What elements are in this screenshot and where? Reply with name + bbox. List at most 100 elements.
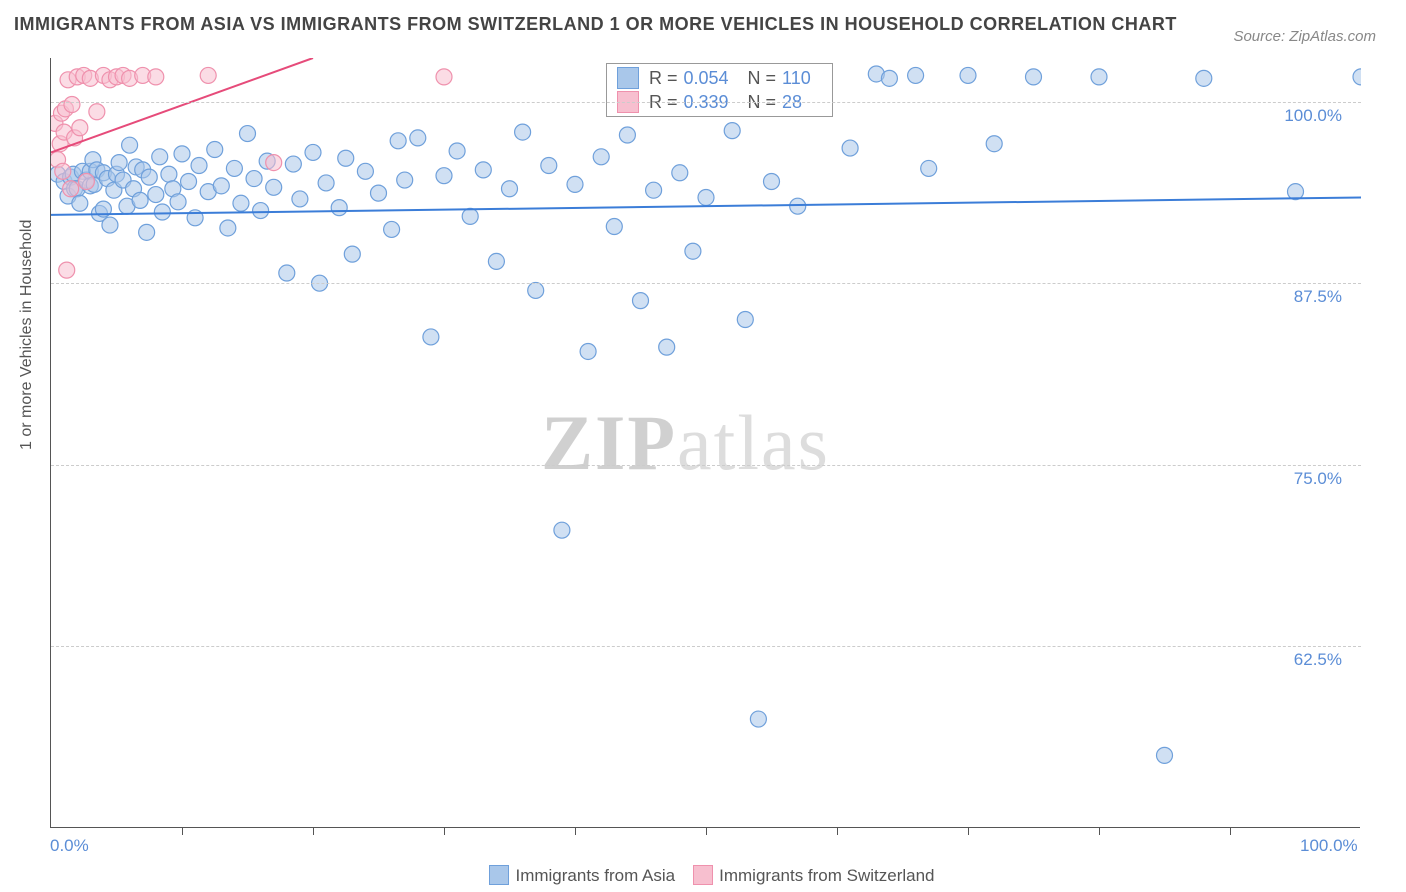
source-label: Source: ZipAtlas.com [1233, 28, 1376, 45]
data-point [89, 104, 105, 120]
data-point [226, 160, 242, 176]
data-point [181, 173, 197, 189]
data-point [371, 185, 387, 201]
data-point [161, 166, 177, 182]
data-point [449, 143, 465, 159]
scatter-svg [51, 58, 1361, 828]
data-point [233, 195, 249, 211]
data-point [488, 253, 504, 269]
data-point [318, 175, 334, 191]
data-point [253, 203, 269, 219]
data-point [724, 123, 740, 139]
data-point [72, 120, 88, 136]
data-point [554, 522, 570, 538]
data-point [881, 70, 897, 86]
legend-series-label: Immigrants from Switzerland [719, 866, 934, 885]
data-point [1196, 70, 1212, 86]
data-point [842, 140, 858, 156]
data-point [305, 144, 321, 160]
data-point [200, 67, 216, 83]
data-point [266, 179, 282, 195]
data-point [292, 191, 308, 207]
data-point [764, 173, 780, 189]
data-point [64, 96, 80, 112]
gridline [51, 465, 1361, 466]
data-point [285, 156, 301, 172]
data-point [986, 136, 1002, 152]
data-point [541, 158, 557, 174]
y-tick-label: 62.5% [1294, 650, 1342, 670]
x-tick [313, 827, 314, 835]
data-point [462, 208, 478, 224]
data-point [1091, 69, 1107, 85]
data-point [1288, 184, 1304, 200]
data-point [78, 173, 94, 189]
data-point [436, 69, 452, 85]
data-point [220, 220, 236, 236]
data-point [908, 67, 924, 83]
plot-area: ZIPatlas R =0.054N =110R =0.339N =28 62.… [50, 58, 1360, 828]
data-point [266, 155, 282, 171]
data-point [246, 171, 262, 187]
x-tick [575, 827, 576, 835]
data-point [152, 149, 168, 165]
x-tick [1099, 827, 1100, 835]
data-point [436, 168, 452, 184]
data-point [111, 155, 127, 171]
data-point [55, 163, 71, 179]
data-point [698, 189, 714, 205]
gridline [51, 283, 1361, 284]
data-point [72, 195, 88, 211]
data-point [154, 204, 170, 220]
gridline [51, 102, 1361, 103]
data-point [357, 163, 373, 179]
data-point [502, 181, 518, 197]
data-point [148, 187, 164, 203]
bottom-legend: Immigrants from AsiaImmigrants from Swit… [0, 865, 1406, 886]
data-point [593, 149, 609, 165]
x-tick [182, 827, 183, 835]
data-point [475, 162, 491, 178]
data-point [384, 221, 400, 237]
legend-swatch [693, 865, 713, 885]
x-tick-label: 100.0% [1300, 836, 1358, 856]
data-point [390, 133, 406, 149]
data-point [102, 217, 118, 233]
x-tick [837, 827, 838, 835]
data-point [921, 160, 937, 176]
data-point [213, 178, 229, 194]
legend-swatch [489, 865, 509, 885]
data-point [191, 158, 207, 174]
data-point [141, 169, 157, 185]
data-point [63, 181, 79, 197]
data-point [672, 165, 688, 181]
data-point [737, 312, 753, 328]
x-tick [968, 827, 969, 835]
data-point [567, 176, 583, 192]
x-tick [706, 827, 707, 835]
data-point [240, 126, 256, 142]
y-axis-label: 1 or more Vehicles in Household [18, 220, 36, 450]
y-tick-label: 100.0% [1284, 106, 1342, 126]
data-point [1157, 747, 1173, 763]
legend-row: R =0.054N =110 [607, 66, 832, 90]
data-point [423, 329, 439, 345]
data-point [515, 124, 531, 140]
legend-r-label: R = [649, 68, 678, 89]
data-point [132, 192, 148, 208]
legend-n-label: N = [748, 68, 777, 89]
data-point [59, 262, 75, 278]
data-point [659, 339, 675, 355]
chart-title: IMMIGRANTS FROM ASIA VS IMMIGRANTS FROM … [14, 14, 1177, 35]
data-point [397, 172, 413, 188]
data-point [148, 69, 164, 85]
y-tick-label: 75.0% [1294, 469, 1342, 489]
data-point [619, 127, 635, 143]
data-point [139, 224, 155, 240]
data-point [338, 150, 354, 166]
data-point [174, 146, 190, 162]
data-point [344, 246, 360, 262]
data-point [580, 343, 596, 359]
correlation-legend: R =0.054N =110R =0.339N =28 [606, 63, 833, 117]
data-point [170, 194, 186, 210]
